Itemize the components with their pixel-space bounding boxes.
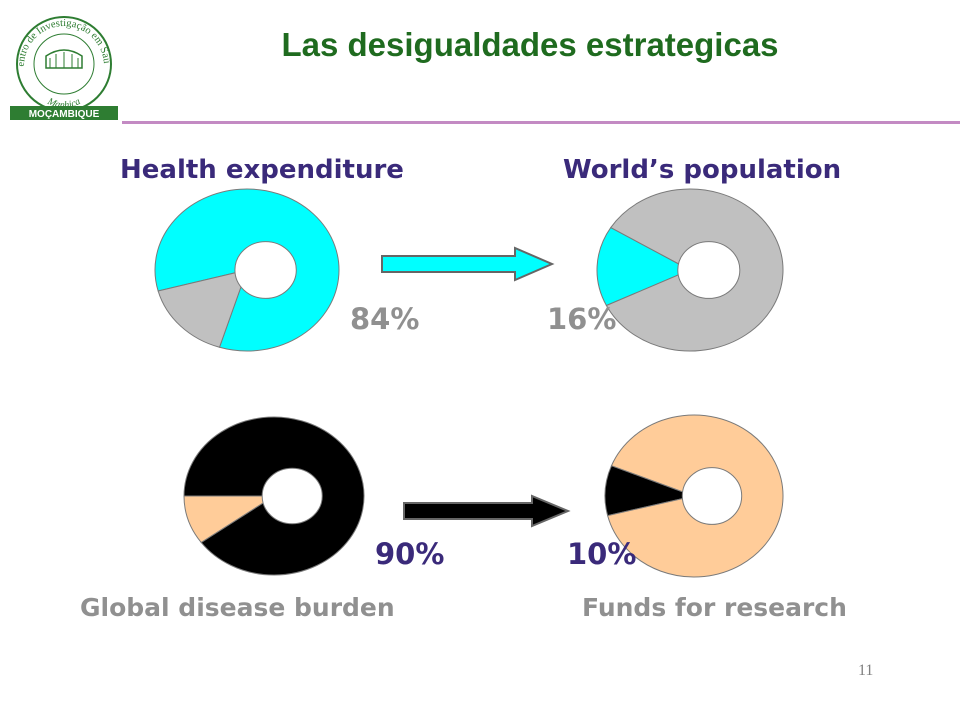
logo-ring-text: Centro de Investigação em Saúde (6, 6, 112, 67)
donut-hole (677, 241, 741, 299)
building-icon (45, 49, 83, 69)
page-number: 11 (858, 662, 874, 679)
donut-chart-world-population (596, 188, 784, 352)
pie-slice (183, 495, 276, 544)
donut-chart-global-disease-burden (183, 416, 365, 576)
chart-title-global-disease-burden: Global disease burden (80, 593, 395, 622)
donut-chart-funds-for-research (604, 414, 784, 578)
slide-title: Las desigualdades estrategicas (281, 26, 779, 63)
pie-slice (157, 269, 248, 348)
donut-chart-health-expenditure (154, 188, 340, 352)
logo-banner-text: MOÇAMBIQUE (29, 109, 100, 120)
chart-title-funds-for-research: Funds for research (582, 593, 847, 622)
donut-hole (234, 241, 297, 299)
data-label-10-percent: 10% (567, 537, 637, 571)
chart-title-health-expenditure: Health expenditure (120, 155, 404, 185)
donut-hole (681, 467, 743, 525)
chart-title-world-population: World’s population (563, 155, 842, 185)
data-label-84-percent: 84% (350, 302, 420, 336)
title-divider (122, 121, 960, 124)
cism-logo: Centro de Investigação em Saúde Manhiça … (6, 6, 118, 120)
pie-slice (596, 226, 692, 307)
arrow-right-icon-black (403, 494, 571, 528)
svg-text:Centro de Investigação em Saúd: Centro de Investigação em Saúde (6, 6, 112, 67)
donut-hole (261, 467, 323, 525)
data-label-90-percent: 90% (375, 537, 445, 571)
arrow-right-icon-cyan (381, 246, 555, 282)
data-label-16-percent: 16% (547, 302, 617, 336)
